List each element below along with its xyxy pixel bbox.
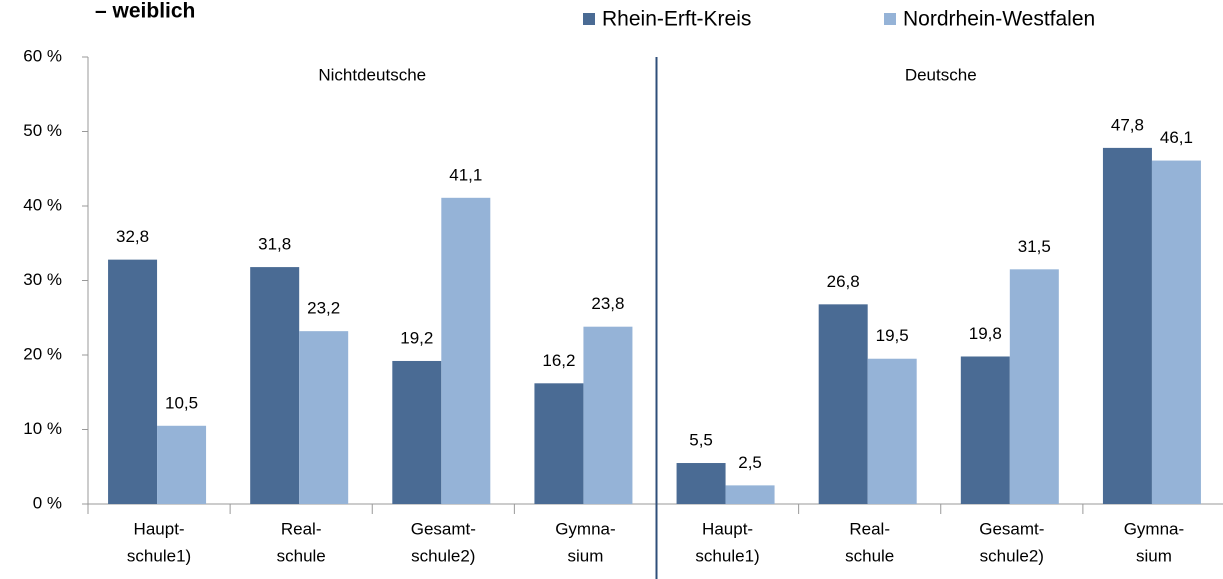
x-tick-label: schule xyxy=(277,546,326,565)
bar xyxy=(818,304,868,504)
value-label: 47,8 xyxy=(1111,115,1144,134)
value-label: 32,8 xyxy=(116,227,149,246)
bar xyxy=(1102,147,1152,504)
bar xyxy=(441,197,491,504)
bar xyxy=(392,360,442,504)
value-label: 10,5 xyxy=(165,393,198,412)
legend-swatch xyxy=(884,13,896,25)
value-label: 16,2 xyxy=(542,351,575,370)
value-label: 19,8 xyxy=(969,324,1002,343)
bar xyxy=(299,331,349,504)
x-tick-label: Gymna- xyxy=(555,519,615,538)
bar xyxy=(250,267,300,504)
legend-swatch xyxy=(583,13,595,25)
x-tick-label: Haupt- xyxy=(134,519,185,538)
x-tick-label: schule1) xyxy=(695,546,759,565)
group-label: Nichtdeutsche xyxy=(318,65,426,84)
value-label: 2,5 xyxy=(738,453,762,472)
y-tick-label: 0 % xyxy=(33,493,62,512)
value-label: 46,1 xyxy=(1160,128,1193,147)
y-tick-label: 30 % xyxy=(23,270,62,289)
value-label: 31,8 xyxy=(258,235,291,254)
x-tick-label: Gesamt- xyxy=(979,519,1044,538)
legend-label: Nordrhein-Westfalen xyxy=(903,8,1095,31)
bar xyxy=(1009,269,1059,504)
x-tick-label: Real- xyxy=(281,519,322,538)
bar xyxy=(1151,160,1201,504)
x-tick-label: sium xyxy=(567,546,603,565)
x-tick-label: sium xyxy=(1136,546,1172,565)
bar xyxy=(867,358,917,504)
x-tick-label: Gesamt- xyxy=(411,519,476,538)
x-tick-label: schule2) xyxy=(980,546,1044,565)
bar xyxy=(534,383,584,504)
y-tick-label: 60 % xyxy=(23,46,62,65)
y-tick-label: 10 % xyxy=(23,419,62,438)
x-tick-label: Real- xyxy=(849,519,890,538)
value-label: 31,5 xyxy=(1018,237,1051,256)
x-tick-label: Gymna- xyxy=(1124,519,1184,538)
bar xyxy=(960,356,1010,504)
value-label: 26,8 xyxy=(827,272,860,291)
group-label: Deutsche xyxy=(905,65,977,84)
value-label: 19,5 xyxy=(876,326,909,345)
value-label: 23,8 xyxy=(591,294,624,313)
x-tick-label: schule xyxy=(845,546,894,565)
bar xyxy=(725,485,775,504)
value-label: 41,1 xyxy=(449,165,482,184)
y-tick-label: 50 % xyxy=(23,121,62,140)
value-label: 5,5 xyxy=(689,431,713,450)
bar xyxy=(157,425,207,504)
x-tick-label: Haupt- xyxy=(702,519,753,538)
x-tick-label: schule1) xyxy=(127,546,191,565)
chart-title: – weiblich xyxy=(95,0,195,23)
value-label: 19,2 xyxy=(400,328,433,347)
y-tick-label: 20 % xyxy=(23,344,62,363)
bar xyxy=(676,463,726,504)
x-tick-label: schule2) xyxy=(411,546,475,565)
legend-label: Rhein-Erft-Kreis xyxy=(602,8,751,31)
y-tick-label: 40 % xyxy=(23,195,62,214)
value-label: 23,2 xyxy=(307,299,340,318)
bar xyxy=(583,326,633,504)
bar xyxy=(108,259,158,504)
